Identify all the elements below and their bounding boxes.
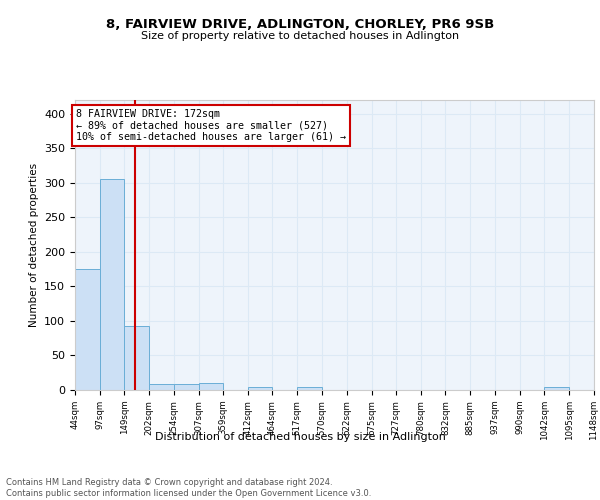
Text: Size of property relative to detached houses in Adlington: Size of property relative to detached ho…: [141, 31, 459, 41]
Bar: [298, 387, 322, 390]
Text: Contains HM Land Registry data © Crown copyright and database right 2024.
Contai: Contains HM Land Registry data © Crown c…: [6, 478, 371, 498]
Bar: [544, 387, 569, 390]
Bar: [149, 384, 174, 390]
Text: 8 FAIRVIEW DRIVE: 172sqm
← 89% of detached houses are smaller (527)
10% of semi-: 8 FAIRVIEW DRIVE: 172sqm ← 89% of detach…: [76, 109, 346, 142]
Bar: [174, 384, 199, 390]
Bar: [199, 383, 223, 390]
Text: Distribution of detached houses by size in Adlington: Distribution of detached houses by size …: [155, 432, 445, 442]
Bar: [124, 326, 149, 390]
Bar: [100, 180, 124, 390]
Text: 8, FAIRVIEW DRIVE, ADLINGTON, CHORLEY, PR6 9SB: 8, FAIRVIEW DRIVE, ADLINGTON, CHORLEY, P…: [106, 18, 494, 30]
Bar: [75, 269, 100, 390]
Bar: [248, 387, 272, 390]
Y-axis label: Number of detached properties: Number of detached properties: [29, 163, 38, 327]
